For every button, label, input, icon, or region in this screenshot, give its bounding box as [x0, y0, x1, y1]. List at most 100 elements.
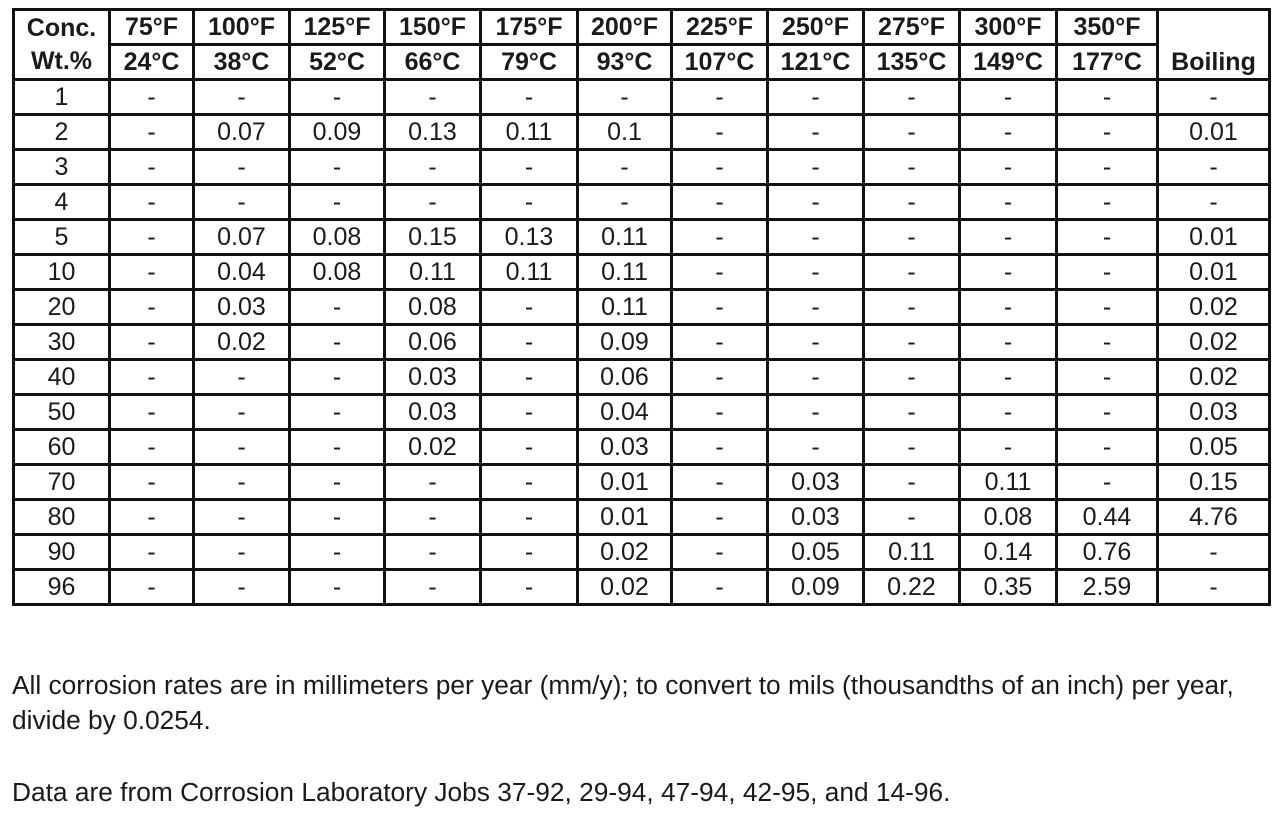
table-cell: 80 — [12, 498, 111, 536]
table-cell: - — [958, 218, 1058, 256]
table-cell: 0.11 — [576, 288, 673, 326]
table-cell: 0.01 — [1156, 113, 1271, 151]
table-row: 60- - -0.02-0.03- - - - -0.05 — [12, 428, 1271, 466]
table-cell: - — [383, 498, 482, 536]
table-cell: - — [1156, 183, 1271, 221]
table-cell: - — [288, 323, 386, 361]
table-cell: 20 — [12, 288, 111, 326]
table-cell: - — [766, 393, 865, 431]
header-cell: 107°C — [670, 43, 769, 81]
table-cell: - — [958, 358, 1058, 396]
table-cell: - — [670, 428, 769, 466]
table-row: 20-0.03-0.08-0.11- - - - -0.02 — [12, 288, 1271, 326]
table-cell: - — [1055, 323, 1159, 361]
table-cell: - — [1055, 463, 1159, 501]
table-cell: - — [192, 428, 291, 466]
table-cell: - — [670, 148, 769, 186]
table-cell: 0.03 — [576, 428, 673, 466]
table-cell: - — [383, 533, 482, 571]
corrosion-table: Conc. 75°F 100°F 125°F 150°F 175°F 200°F 225°F 2… — [12, 8, 1271, 606]
table-cell: 0.11 — [862, 533, 961, 571]
table-cell: - — [862, 288, 961, 326]
table-cell: - — [479, 183, 579, 221]
table-cell: - — [1055, 428, 1159, 466]
table-cell: - — [1055, 218, 1159, 256]
table-cell: 0.15 — [1156, 463, 1271, 501]
table-cell: - — [670, 568, 769, 606]
header-cell: 350°F — [1055, 8, 1159, 46]
table-cell: - — [862, 183, 961, 221]
table-cell: - — [670, 393, 769, 431]
table-cell: 0.03 — [766, 498, 865, 536]
table-cell: 0.76 — [1055, 533, 1159, 571]
table-cell: - — [862, 218, 961, 256]
header-cell: 79°C — [479, 43, 579, 81]
table-cell: - — [766, 113, 865, 151]
table-cell: - — [479, 533, 579, 571]
table-cell: - — [108, 428, 195, 466]
table-cell: - — [576, 183, 673, 221]
table-cell: 0.07 — [192, 113, 291, 151]
table-cell: - — [1055, 148, 1159, 186]
table-cell: 0.13 — [383, 113, 482, 151]
table-cell: - — [479, 498, 579, 536]
header-cell: 24°C — [108, 43, 195, 81]
table-cell: 0.08 — [383, 288, 482, 326]
table-cell: - — [766, 253, 865, 291]
table-cell: 0.11 — [958, 463, 1058, 501]
table-cell: - — [383, 463, 482, 501]
header-cell: 121°C — [766, 43, 865, 81]
table-cell: - — [958, 78, 1058, 116]
table-row: 4------------ — [12, 183, 1271, 221]
table-cell: - — [108, 323, 195, 361]
table-cell: - — [288, 358, 386, 396]
table-cell: 0.06 — [576, 358, 673, 396]
table-cell: 0.13 — [479, 218, 579, 256]
table-cell: - — [670, 78, 769, 116]
table-cell: 0.1 — [576, 113, 673, 151]
header-cell: 150°F — [383, 8, 482, 46]
table-cell: - — [108, 463, 195, 501]
table-cell: 0.09 — [576, 323, 673, 361]
table-cell: - — [958, 288, 1058, 326]
table-cell: 0.09 — [766, 568, 865, 606]
table-cell: - — [862, 428, 961, 466]
table-cell: - — [192, 568, 291, 606]
table-cell: - — [670, 253, 769, 291]
header-cell: 275°F — [862, 8, 961, 46]
table-cell: - — [766, 428, 865, 466]
table-cell: - — [1055, 78, 1159, 116]
table-cell: - — [862, 78, 961, 116]
table-cell: 0.03 — [766, 463, 865, 501]
table-cell: 0.03 — [383, 358, 482, 396]
table-cell: - — [108, 148, 195, 186]
table-cell: - — [1156, 148, 1271, 186]
table-cell: - — [108, 253, 195, 291]
header-cell: 38°C — [192, 43, 291, 81]
table-cell: - — [670, 218, 769, 256]
table-cell: 96 — [12, 568, 111, 606]
table-cell: 0.03 — [383, 393, 482, 431]
table-cell: - — [108, 393, 195, 431]
table-cell: 60 — [12, 428, 111, 466]
table-cell: 0.35 — [958, 568, 1058, 606]
header-cell: 300°F — [958, 8, 1058, 46]
table-cell: - — [108, 498, 195, 536]
header-cell: 75°F — [108, 8, 195, 46]
table-cell: 0.08 — [288, 253, 386, 291]
table-cell: - — [192, 533, 291, 571]
table-cell: 0.06 — [383, 323, 482, 361]
table-cell: 0.04 — [192, 253, 291, 291]
table-row: 3------------ — [12, 148, 1271, 186]
table-body: 1- - - - - - - - - - - -2-0.07 0.09 0.13 0.11 0.1- - - - -0… — [12, 78, 1271, 606]
table-row: 1------------ — [12, 78, 1271, 116]
table-row: 50- - -0.03-0.04- - - - -0.03 — [12, 393, 1271, 431]
table-cell: 0.22 — [862, 568, 961, 606]
table-cell: 0.02 — [1156, 358, 1271, 396]
table-cell: 0.02 — [383, 428, 482, 466]
table-cell: - — [192, 358, 291, 396]
header-cell: 250°F — [766, 8, 865, 46]
table-cell: - — [958, 323, 1058, 361]
table-cell: 2.59 — [1055, 568, 1159, 606]
